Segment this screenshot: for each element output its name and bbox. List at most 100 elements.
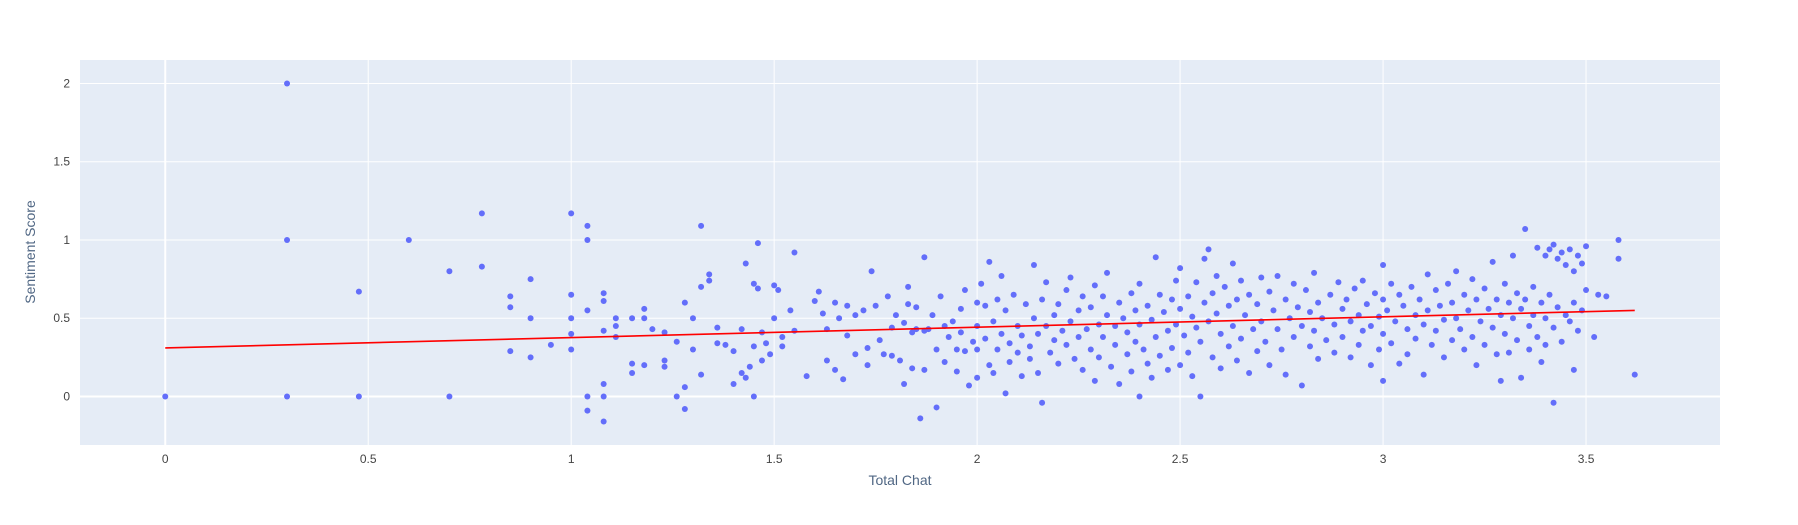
data-point	[1562, 262, 1569, 269]
data-point	[1570, 299, 1577, 306]
data-point	[1108, 363, 1115, 370]
data-point	[600, 290, 607, 297]
data-point	[1501, 330, 1508, 337]
data-point	[750, 280, 757, 287]
data-point	[1132, 307, 1139, 314]
data-point	[1112, 341, 1119, 348]
data-point	[742, 260, 749, 267]
data-point	[941, 359, 948, 366]
data-point	[1298, 323, 1305, 330]
data-point	[706, 277, 713, 284]
data-point	[1055, 301, 1062, 308]
data-point	[1566, 246, 1573, 253]
data-point	[1583, 243, 1590, 250]
data-point	[1059, 327, 1066, 334]
data-point	[1217, 365, 1224, 372]
x-tick-label: 3	[1380, 452, 1387, 466]
data-point	[1359, 277, 1366, 284]
data-point	[1035, 330, 1042, 337]
data-point	[1591, 334, 1598, 341]
data-point	[1018, 373, 1025, 380]
data-point	[1416, 296, 1423, 303]
data-point	[1574, 252, 1581, 259]
data-point	[1562, 312, 1569, 319]
data-point	[1351, 285, 1358, 292]
x-tick-label: 2.5	[1172, 452, 1189, 466]
data-point	[1323, 337, 1330, 344]
data-point	[742, 374, 749, 381]
data-point	[1152, 254, 1159, 261]
data-point	[1615, 255, 1622, 262]
data-point	[1148, 374, 1155, 381]
data-point	[1363, 301, 1370, 308]
data-point	[641, 305, 648, 312]
data-point	[1087, 346, 1094, 353]
data-point	[1477, 318, 1484, 325]
data-point	[754, 240, 761, 247]
data-point	[750, 343, 757, 350]
data-point	[1501, 280, 1508, 287]
data-point	[1469, 334, 1476, 341]
data-point	[1213, 310, 1220, 317]
data-point	[355, 288, 362, 295]
data-point	[1518, 305, 1525, 312]
data-point	[673, 393, 680, 400]
data-point	[1493, 351, 1500, 358]
data-point	[706, 271, 713, 278]
data-point	[1331, 349, 1338, 356]
data-point	[860, 307, 867, 314]
data-point	[1583, 287, 1590, 294]
data-point	[1185, 293, 1192, 300]
data-point	[1229, 323, 1236, 330]
data-point	[1453, 268, 1460, 275]
data-point	[507, 348, 514, 355]
data-point	[1315, 355, 1322, 362]
x-tick-label: 3.5	[1578, 452, 1595, 466]
data-point	[478, 263, 485, 270]
data-point	[1449, 299, 1456, 306]
data-point	[1436, 302, 1443, 309]
data-point	[568, 291, 575, 298]
data-point	[1112, 323, 1119, 330]
data-point	[1177, 265, 1184, 272]
data-point	[641, 315, 648, 322]
data-point	[1509, 252, 1516, 259]
data-point	[1538, 359, 1545, 366]
data-point	[1534, 334, 1541, 341]
data-point	[852, 351, 859, 358]
data-point	[819, 310, 826, 317]
data-point	[1132, 338, 1139, 345]
data-point	[1550, 399, 1557, 406]
data-point	[1574, 327, 1581, 334]
y-tick-label: 0	[63, 389, 70, 403]
data-point	[1242, 312, 1249, 319]
data-point	[1002, 390, 1009, 397]
data-point	[612, 323, 619, 330]
data-point	[1026, 343, 1033, 350]
data-point	[953, 368, 960, 375]
data-point	[957, 329, 964, 336]
data-point	[1079, 366, 1086, 373]
data-point	[1538, 299, 1545, 306]
data-point	[1453, 315, 1460, 322]
data-point	[1104, 312, 1111, 319]
data-point	[1440, 354, 1447, 361]
data-point	[1274, 272, 1281, 279]
data-point	[714, 340, 721, 347]
data-point	[1424, 271, 1431, 278]
data-point	[1388, 340, 1395, 347]
data-point	[994, 296, 1001, 303]
data-point	[852, 312, 859, 319]
data-point	[629, 315, 636, 322]
data-point	[1481, 285, 1488, 292]
data-point	[673, 338, 680, 345]
data-point	[1514, 337, 1521, 344]
data-point	[779, 343, 786, 350]
data-point	[600, 327, 607, 334]
data-point	[1063, 341, 1070, 348]
y-tick-label: 2	[63, 76, 70, 90]
data-point	[1266, 362, 1273, 369]
data-point	[730, 380, 737, 387]
data-point	[823, 357, 830, 364]
data-point	[284, 393, 291, 400]
